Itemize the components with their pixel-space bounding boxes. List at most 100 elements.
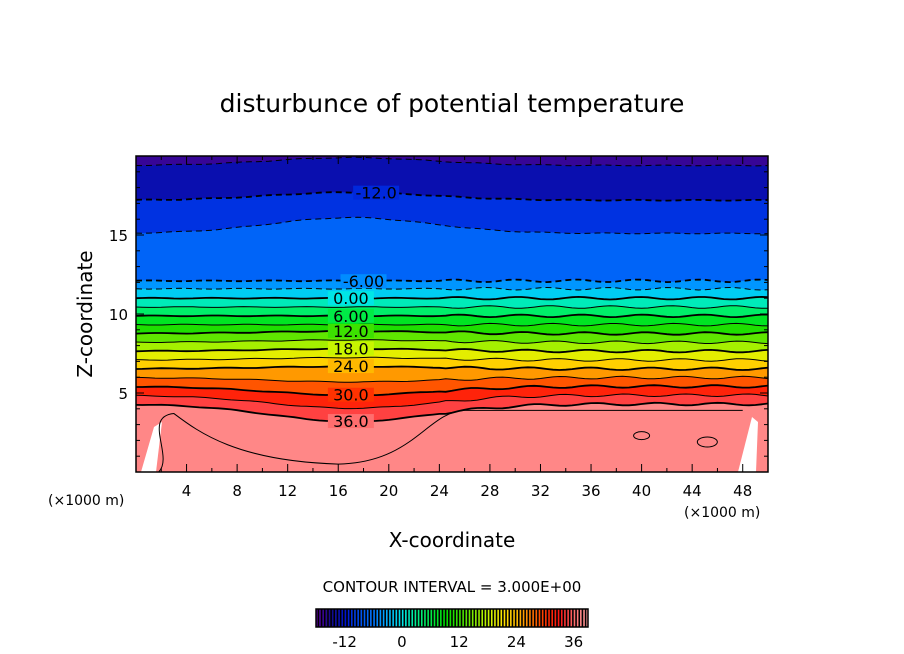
contour-line — [135, 365, 769, 371]
colorbar-segment — [468, 609, 471, 627]
colorbar-segment — [475, 609, 477, 627]
chart-title: disturbunce of potential temperature — [220, 89, 685, 118]
x-tick-label: 44 — [683, 482, 702, 500]
missing-region — [141, 422, 162, 472]
colorbar-segment — [495, 609, 498, 627]
colorbar-segment — [530, 609, 533, 627]
colorbar-segment — [545, 609, 547, 627]
colorbar-segment — [583, 609, 586, 627]
colorbar-segment — [513, 609, 516, 627]
contour-interval-label: CONTOUR INTERVAL = 3.000E+00 — [323, 578, 582, 596]
colorbar-segment — [533, 609, 536, 627]
colorbar-segment — [349, 609, 352, 627]
colorbar-segment — [459, 609, 462, 627]
colorbar-segment — [406, 609, 409, 627]
missing-region — [738, 417, 758, 472]
colorbar-segment — [385, 609, 388, 627]
contour-label: 30.0 — [333, 386, 369, 405]
colorbar-segment — [317, 609, 320, 627]
colorbar-segment — [560, 609, 563, 627]
colorbar-segment — [492, 609, 495, 627]
colorbar-segment — [465, 609, 468, 627]
colorbar-segment — [355, 609, 358, 627]
colorbar-segment — [572, 609, 574, 627]
colorbar-segment — [486, 609, 489, 627]
colorbar-segment — [471, 609, 474, 627]
colorbar-segment — [446, 609, 449, 627]
colorbar-segment — [570, 609, 573, 627]
colorbar-segment — [420, 609, 423, 627]
colorbar-segment — [443, 609, 446, 627]
contour-label: 6.00 — [333, 307, 369, 326]
contour-line — [135, 286, 769, 291]
x-tick-label: 12 — [278, 482, 297, 500]
colorbar-segment — [382, 609, 385, 627]
colorbar-segment — [484, 609, 487, 627]
colorbar-segment — [419, 609, 422, 627]
y-tick-label: 5 — [118, 385, 128, 403]
colorbar-segment — [405, 609, 407, 627]
colorbar-segment — [371, 609, 374, 627]
colorbar-segment — [320, 609, 323, 627]
colorbar-segment — [327, 609, 330, 627]
colorbar-segment — [390, 609, 393, 627]
contour-band — [136, 402, 768, 472]
contour-label-bg — [327, 308, 374, 323]
y-tick-label: 15 — [109, 227, 128, 245]
colorbar-segment — [354, 609, 357, 627]
contour-line — [135, 339, 769, 345]
colorbar-segment — [350, 609, 353, 627]
colorbar-segment — [436, 609, 439, 627]
x-tick-label: 8 — [232, 482, 242, 500]
colorbar-segment — [433, 609, 436, 627]
colorbar-segment — [463, 609, 466, 627]
colorbar-segment — [322, 609, 325, 627]
contour-line — [158, 409, 743, 473]
colorbar-segment — [557, 609, 560, 627]
colorbar-segment — [518, 609, 520, 627]
y-unit-label: (×1000 m) — [48, 493, 124, 509]
colorbar-segment — [440, 609, 442, 627]
colorbar-segment — [432, 609, 435, 627]
colorbar-segment — [565, 609, 568, 627]
colorbar-segment — [522, 609, 525, 627]
colorbar-segment — [401, 609, 404, 627]
colorbar-tick-label: 36 — [564, 633, 583, 651]
colorbar-segment — [573, 609, 576, 627]
colorbar-segment — [525, 609, 528, 627]
colorbar-segment — [346, 609, 349, 627]
colorbar-segment — [398, 609, 401, 627]
colorbar-segment — [341, 609, 344, 627]
contour-label: 24.0 — [333, 357, 369, 376]
colorbar-segment — [479, 609, 482, 627]
contour-label-bg — [327, 341, 374, 356]
contour-line — [135, 295, 769, 301]
x-tick-label: 24 — [430, 482, 449, 500]
colorbar-segment — [387, 609, 390, 627]
colorbar-tick-label: 24 — [507, 633, 526, 651]
colorbar-segment — [581, 609, 584, 627]
colorbar-segment — [503, 609, 506, 627]
contour-line — [135, 216, 769, 235]
colorbar-segment — [467, 609, 470, 627]
x-tick-label: 40 — [632, 482, 651, 500]
colorbar-segment — [524, 609, 527, 627]
contour-label-bg — [327, 387, 374, 402]
colorbar-segment — [357, 609, 360, 627]
colorbar-segment — [490, 609, 493, 627]
y-tick-label: 10 — [109, 306, 128, 324]
colorbar-segment — [460, 609, 463, 627]
colorbar-segment — [379, 609, 382, 627]
colorbar-segment — [527, 609, 530, 627]
colorbar-segment — [444, 609, 447, 627]
colorbar-segment — [373, 609, 376, 627]
colorbar-segment — [502, 609, 504, 627]
colorbar-segment — [537, 609, 539, 627]
colorbar-segment — [538, 609, 541, 627]
colorbar-segment — [316, 609, 318, 627]
colorbar-segment — [365, 609, 368, 627]
contour-label-bg — [327, 291, 374, 306]
contour-line — [696, 436, 718, 448]
colorbar-segment — [451, 609, 454, 627]
